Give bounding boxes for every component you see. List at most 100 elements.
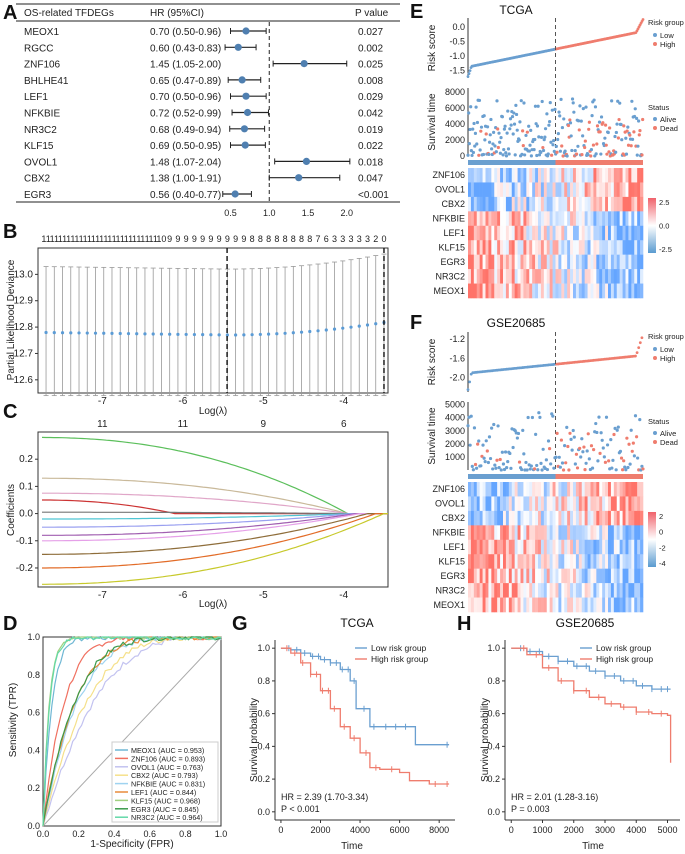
heatmap-cell xyxy=(538,525,542,541)
survival-time-point xyxy=(570,97,575,101)
heatmap-cell xyxy=(523,510,527,526)
survival-time-point xyxy=(632,114,637,119)
survival-time-point xyxy=(622,124,626,128)
lasso-cv-top-tick: 9 xyxy=(241,234,246,244)
heatmap-cell xyxy=(485,583,489,598)
heatmap-cell xyxy=(468,525,472,541)
heatmap-cell xyxy=(613,568,618,584)
heatmap-gene-label: NFKBIE xyxy=(432,214,465,224)
lasso-cv-mean-point xyxy=(126,332,131,336)
lasso-cv-top-tick: 0 xyxy=(381,234,386,244)
heatmap-cell xyxy=(526,182,530,198)
risk-legend-high: High xyxy=(660,40,675,49)
survival-time-point xyxy=(577,128,581,132)
heatmap-cell xyxy=(613,583,618,598)
heatmap-cell xyxy=(491,211,495,227)
heatmap-cell xyxy=(508,554,513,569)
heatmap-cell xyxy=(543,482,548,497)
heatmap-cell xyxy=(497,496,501,512)
heatmap-cell xyxy=(514,583,518,598)
status-legend-alive: Alive xyxy=(660,429,676,438)
heatmap-cell xyxy=(500,539,504,555)
survival-time-point xyxy=(594,152,598,156)
heatmap-cell xyxy=(514,196,518,212)
heatmap-cell xyxy=(558,539,562,555)
heatmap-cell xyxy=(508,269,513,284)
heatmap-cell xyxy=(640,196,644,212)
survival-time-point xyxy=(525,468,529,472)
survival-time-point xyxy=(622,459,626,463)
risk-score-ylabel: Risk score xyxy=(427,24,438,71)
heatmap-cell xyxy=(511,168,515,183)
heatmap-cell xyxy=(631,283,635,299)
survival-time-point xyxy=(576,119,581,123)
heatmap-cell xyxy=(581,583,585,598)
heatmap-cell xyxy=(505,168,510,183)
km-x-tick: 0 xyxy=(509,825,514,835)
roc-legend-label: OVOL1 (AUC = 0.763) xyxy=(131,763,203,772)
heatmap-cell xyxy=(555,182,559,198)
panel-label-f: F xyxy=(410,312,422,334)
heatmap-cell xyxy=(608,196,612,212)
forest-hr-text: 0.69 (0.50-0.95) xyxy=(150,141,221,152)
km-high-curve xyxy=(280,647,450,785)
heatmap-cell xyxy=(555,496,559,512)
survival-time-point xyxy=(595,142,599,146)
heatmap-cell xyxy=(587,510,591,526)
risk-score-tick: 0.0 xyxy=(452,22,465,32)
survival-time-point xyxy=(625,436,629,440)
survival-time-point xyxy=(507,152,511,156)
forest-header-p: P value xyxy=(355,8,389,19)
lasso-cv-mean-point xyxy=(93,331,98,335)
heatmap-cell xyxy=(575,269,580,284)
heatmap-cell xyxy=(488,597,492,613)
heatmap-cell xyxy=(575,168,580,183)
lasso-cv-mean-point xyxy=(374,322,378,326)
heatmap-colorbar-tick: 0.0 xyxy=(659,222,669,231)
heatmap-cell xyxy=(628,269,632,284)
heatmap-cell xyxy=(485,182,489,198)
heatmap-cell xyxy=(479,196,483,212)
lasso-cv-mean-point xyxy=(308,329,312,334)
survival-time-point xyxy=(581,134,585,138)
heatmap-cell xyxy=(587,240,591,255)
lasso-cv-top-tick: 11 xyxy=(99,234,108,244)
heatmap-cell xyxy=(485,525,489,541)
heatmap-cell xyxy=(561,269,565,284)
survival-time-point xyxy=(473,462,478,467)
heatmap-cell xyxy=(535,583,539,598)
heatmap-cell xyxy=(503,240,507,255)
survival-time-point xyxy=(493,463,497,467)
heatmap-cell xyxy=(610,539,615,555)
heatmap-cell xyxy=(596,182,600,198)
survival-time-point xyxy=(608,126,612,130)
heatmap-cell xyxy=(485,539,489,555)
roc-y-tick: 0.2 xyxy=(27,783,40,793)
heatmap-cell xyxy=(552,597,556,613)
heatmap-gene-label: NR3C2 xyxy=(435,271,465,281)
heatmap-cell xyxy=(529,597,533,613)
heatmap-cell xyxy=(494,525,498,541)
heatmap-cell xyxy=(488,568,492,584)
survival-time-point xyxy=(566,444,570,449)
heatmap-cell xyxy=(514,168,518,183)
panel-label-d: D xyxy=(3,613,17,635)
survival-time-point xyxy=(510,114,515,119)
heatmap-cell xyxy=(468,211,472,227)
heatmap-cell xyxy=(637,583,641,598)
heatmap-cell xyxy=(494,269,498,284)
forest-p-value: 0.022 xyxy=(358,141,383,152)
heatmap-cell xyxy=(523,269,527,284)
roc-legend-label: LEF1 (AUC = 0.844) xyxy=(131,788,196,797)
lasso-cv-y-tick: 12.7 xyxy=(14,348,34,359)
heatmap-cell xyxy=(613,283,618,299)
heatmap-cell xyxy=(610,568,615,584)
heatmap-cell xyxy=(561,196,565,212)
heatmap-cell xyxy=(520,496,524,512)
heatmap-cell xyxy=(613,525,618,541)
heatmap-cell xyxy=(637,539,641,555)
heatmap-cell xyxy=(564,539,568,555)
heatmap-cell xyxy=(546,568,550,584)
survival-time-point xyxy=(499,136,503,140)
